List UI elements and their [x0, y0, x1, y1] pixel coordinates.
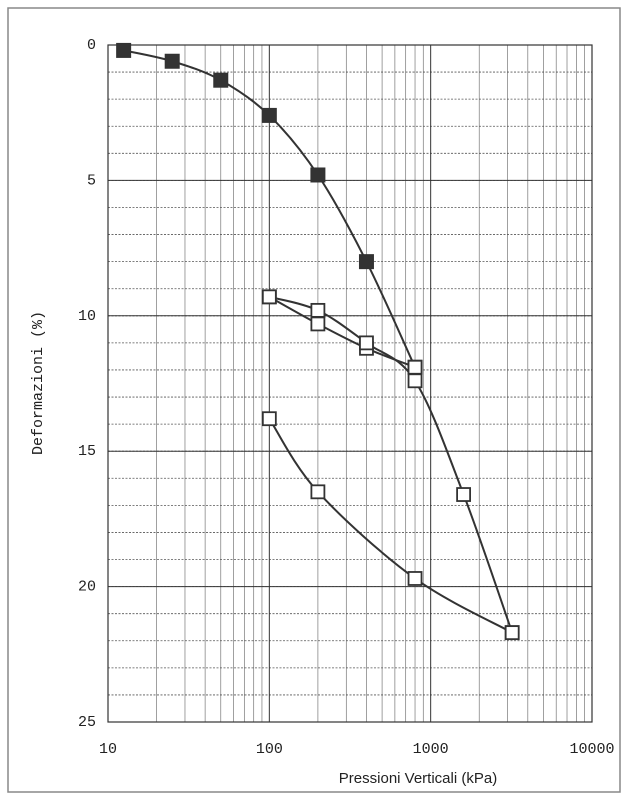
series-line [268, 295, 416, 369]
y-tick-label: 5 [87, 172, 96, 189]
data-point [261, 289, 277, 305]
y-tick-label: 20 [78, 579, 96, 596]
data-point [456, 487, 471, 502]
y-tick-label: 10 [78, 308, 96, 325]
data-point [358, 254, 374, 270]
data-point [407, 359, 423, 375]
y-tick-label: 0 [87, 37, 96, 54]
series-line [268, 418, 513, 634]
data-point [310, 167, 326, 183]
x-tick-label: 10000 [569, 741, 614, 758]
y-tick-label: 25 [78, 714, 96, 731]
data-point [213, 72, 229, 88]
x-tick-label: 10 [99, 741, 117, 758]
x-tick-label: 100 [256, 741, 283, 758]
data-point [116, 42, 132, 58]
data-point [504, 625, 520, 641]
y-axis-label: Deformazioni (%) [30, 311, 47, 455]
y-tick-label: 15 [78, 443, 96, 460]
x-axis-label: Pressioni Verticali (kPa) [339, 770, 497, 787]
data-point [261, 411, 277, 427]
x-tick-label: 1000 [413, 741, 449, 758]
data-point [407, 571, 423, 586]
data-point [310, 302, 326, 318]
data-point [310, 484, 326, 500]
plot-border [107, 44, 593, 723]
series-line [269, 295, 514, 633]
data-point [164, 53, 180, 69]
frame [7, 7, 621, 793]
data-point [359, 335, 374, 351]
data-point [407, 373, 423, 389]
data-point [310, 316, 326, 332]
data-point [261, 107, 277, 123]
